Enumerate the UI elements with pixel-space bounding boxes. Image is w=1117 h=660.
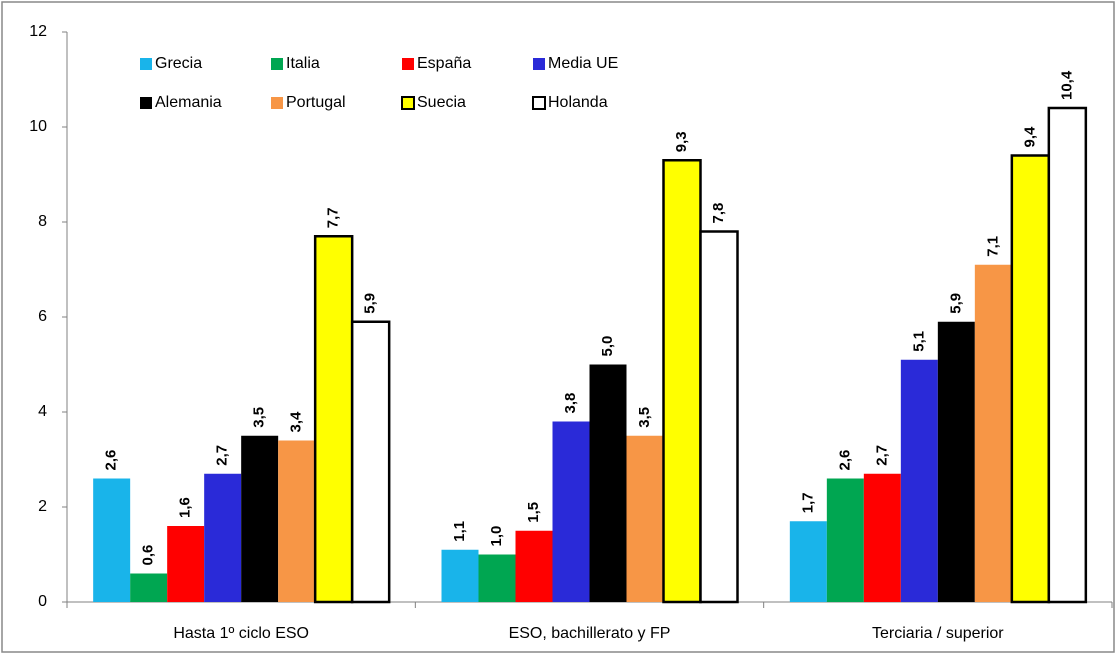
- value-label: 10,4: [1058, 70, 1075, 100]
- value-label: 2,6: [836, 450, 853, 471]
- value-label: 2,7: [873, 445, 890, 466]
- legend-swatch: [140, 58, 152, 70]
- legend-label: Media UE: [548, 55, 618, 72]
- bar: [278, 440, 316, 602]
- legend-label: Italia: [286, 55, 320, 72]
- bar: [130, 573, 168, 602]
- legend-label: Grecia: [155, 55, 202, 72]
- legend-label: Suecia: [417, 94, 466, 111]
- bar: [515, 530, 553, 602]
- value-label: 7,1: [984, 236, 1001, 257]
- value-label: 0,6: [140, 545, 157, 566]
- legend-label: España: [417, 55, 471, 72]
- bar: [93, 478, 131, 602]
- x-tick-label: Hasta 1º ciclo ESO: [173, 625, 309, 642]
- x-tick-label: Terciaria / superior: [872, 625, 1004, 642]
- legend-swatch: [402, 58, 414, 70]
- bar: [478, 554, 516, 602]
- legend-swatch: [271, 58, 283, 70]
- legend-label: Holanda: [548, 94, 608, 111]
- value-label: 5,0: [599, 336, 616, 357]
- value-label: 1,5: [525, 502, 542, 523]
- value-label: 5,1: [910, 331, 927, 352]
- bar: [350, 320, 391, 604]
- legend-swatch: [401, 96, 415, 110]
- bar: [552, 421, 590, 602]
- value-label: 5,9: [947, 293, 964, 314]
- bar: [974, 264, 1012, 602]
- value-label: 3,8: [562, 393, 579, 414]
- y-tick-label: 2: [38, 498, 47, 515]
- value-label: 2,7: [214, 445, 231, 466]
- bar: [241, 435, 279, 602]
- legend-label: Alemania: [155, 94, 222, 111]
- value-label: 1,0: [488, 526, 505, 547]
- bar: [699, 230, 739, 604]
- value-label: 5,9: [362, 293, 379, 314]
- value-label: 3,5: [251, 407, 268, 428]
- bar: [937, 321, 975, 602]
- value-label: 9,4: [1021, 126, 1038, 148]
- value-label: 3,4: [288, 411, 305, 433]
- value-label: 9,3: [673, 131, 690, 152]
- bar: [1010, 154, 1051, 604]
- y-tick-label: 10: [29, 118, 47, 135]
- bar: [789, 521, 827, 602]
- value-label: 1,7: [799, 492, 816, 513]
- value-label: 3,5: [636, 407, 653, 428]
- value-label: 2,6: [103, 450, 120, 471]
- bar: [167, 526, 205, 602]
- y-tick-label: 6: [38, 308, 47, 325]
- value-label: 1,6: [177, 497, 194, 518]
- bar: [441, 549, 479, 602]
- bar: [900, 359, 938, 602]
- bar: [863, 473, 901, 602]
- bar: [626, 435, 664, 602]
- legend-label: Portugal: [286, 94, 346, 111]
- bar: [826, 478, 864, 602]
- value-label: 7,8: [710, 203, 727, 224]
- y-tick-label: 8: [38, 213, 47, 230]
- legend-swatch: [271, 97, 283, 109]
- legend-swatch: [533, 58, 545, 70]
- y-tick-label: 0: [38, 593, 47, 610]
- bar: [589, 364, 627, 602]
- bar: [313, 235, 354, 604]
- y-tick-label: 12: [29, 23, 47, 40]
- bar: [1047, 106, 1088, 604]
- bar: [662, 159, 702, 604]
- legend-swatch: [532, 96, 546, 110]
- legend-swatch: [140, 97, 152, 109]
- bar: [204, 473, 242, 602]
- x-tick-label: ESO, bachillerato y FP: [509, 625, 671, 642]
- value-label: 7,7: [325, 207, 342, 228]
- value-label: 1,1: [451, 521, 468, 542]
- y-tick-label: 4: [38, 403, 47, 420]
